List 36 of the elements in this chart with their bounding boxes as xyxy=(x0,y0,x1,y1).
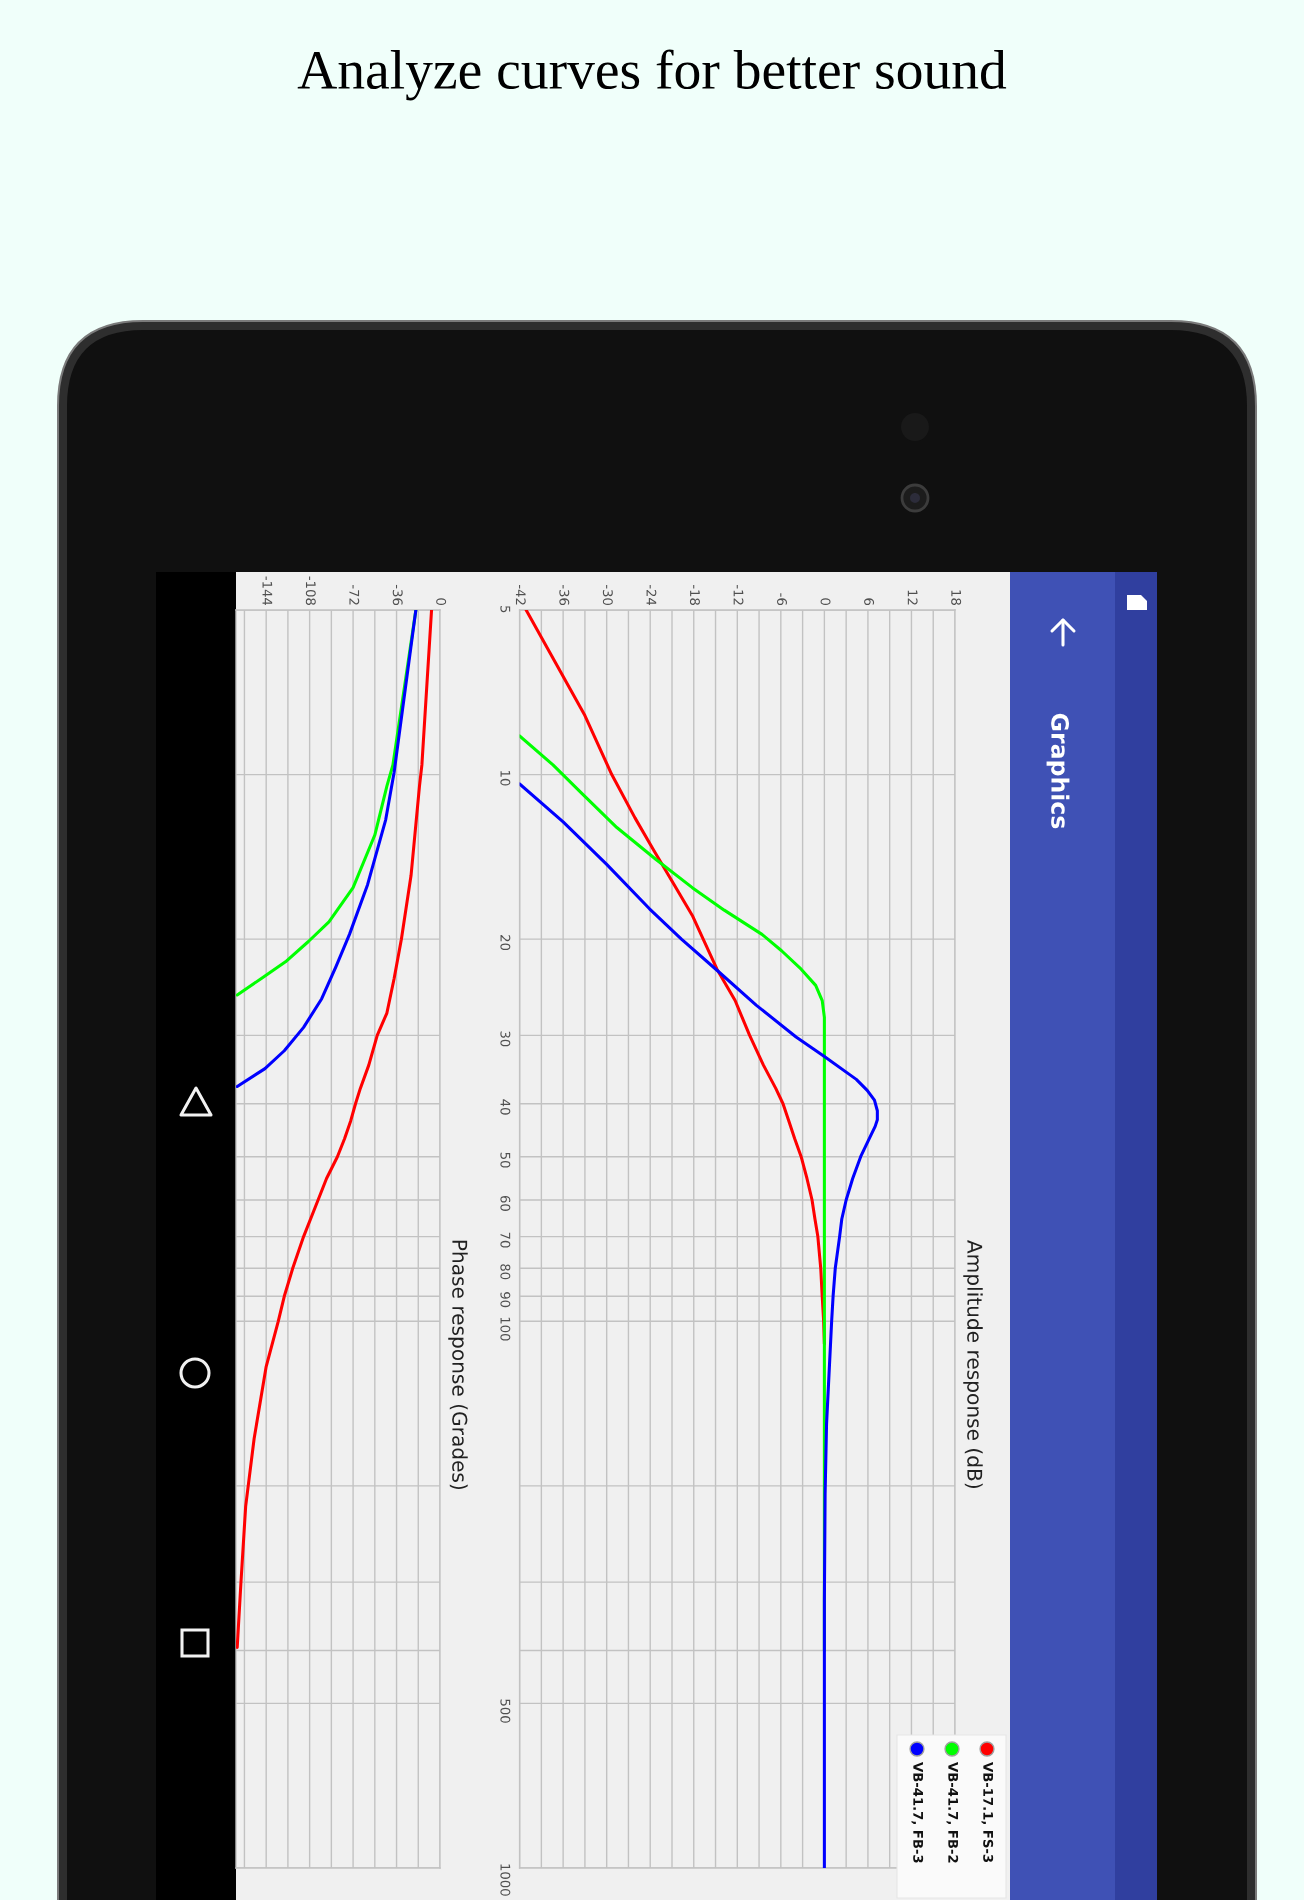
legend-label: VB-41.7, FB-3 xyxy=(911,1762,924,1863)
text: Phase response (Grades) xyxy=(448,1240,468,1490)
x-tick-label: -108 xyxy=(305,576,316,605)
y-tick-label: 1000 xyxy=(500,1864,511,1896)
y-tick-label: 500 xyxy=(500,1699,511,1723)
x-tick-label: -36 xyxy=(559,584,570,605)
y-tick-label: 100 xyxy=(500,1317,511,1341)
legend-label: VB-17.1, FS-3 xyxy=(981,1762,994,1863)
y-tick-label: 90 xyxy=(500,1292,511,1308)
x-tick-label: 12 xyxy=(907,590,918,605)
x-tick-label: -72 xyxy=(349,584,360,605)
x-tick-label: -144 xyxy=(262,576,273,606)
y-tick-label: 30 xyxy=(500,1031,511,1047)
y-tick-label: 60 xyxy=(500,1195,511,1211)
x-tick-label: -30 xyxy=(602,584,613,605)
x-tick-label: -36 xyxy=(392,584,403,605)
text: Amplitude response (dB) xyxy=(963,1240,983,1488)
x-tick-label: -42 xyxy=(515,584,526,605)
x-tick-label: -6 xyxy=(777,593,787,605)
y-tick-label: 50 xyxy=(500,1152,511,1168)
x-tick-label: -12 xyxy=(733,584,744,605)
x-tick-label: 18 xyxy=(951,590,962,605)
y-tick-label: 40 xyxy=(500,1099,511,1115)
text: Graphics xyxy=(1046,713,1070,829)
x-tick-label: 6 xyxy=(864,598,875,605)
text: Analyze curves for better sound xyxy=(297,49,1007,101)
y-tick-label: 80 xyxy=(500,1264,511,1280)
y-tick-label: 70 xyxy=(500,1232,511,1248)
x-tick-label: 0 xyxy=(436,598,447,605)
x-tick-label: 0 xyxy=(820,598,831,605)
legend-label: VB-41.7, FB-2 xyxy=(946,1762,959,1863)
x-tick-label: -18 xyxy=(689,584,700,605)
x-tick-label: -24 xyxy=(646,584,657,606)
y-tick-label: 5 xyxy=(500,606,511,613)
y-tick-label: 10 xyxy=(500,771,511,786)
y-tick-label: 20 xyxy=(500,935,511,951)
